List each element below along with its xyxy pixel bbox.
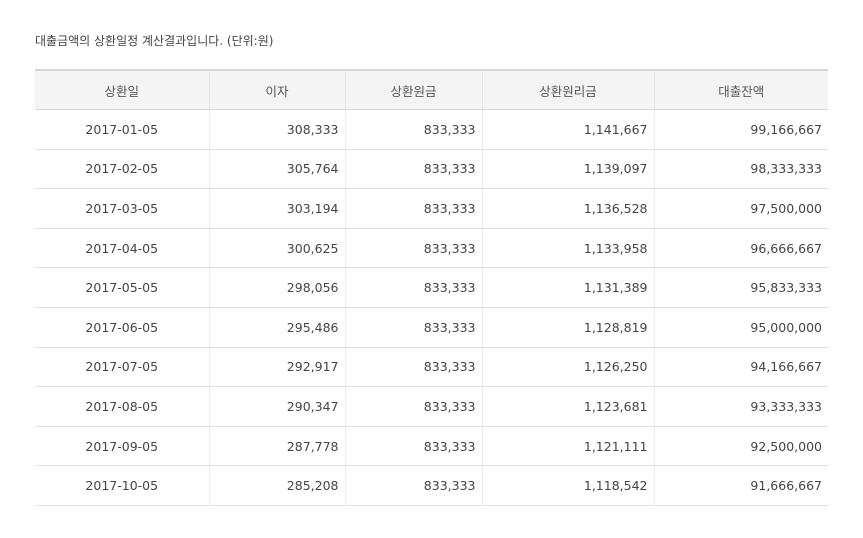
cell-date: 2017-10-05 — [35, 465, 209, 506]
cell-principal: 833,333 — [344, 307, 482, 348]
table-row: 2017-04-05 300,625 833,333 1,133,958 96,… — [35, 228, 828, 269]
cell-interest: 287,778 — [208, 426, 345, 467]
table-row: 2017-10-05 285,208 833,333 1,118,542 91,… — [35, 465, 828, 506]
cell-date: 2017-01-05 — [35, 109, 209, 150]
cell-principal: 833,333 — [344, 347, 482, 388]
table-row: 2017-05-05 298,056 833,333 1,131,389 95,… — [35, 267, 828, 308]
cell-payment: 1,128,819 — [481, 307, 654, 348]
cell-payment: 1,126,250 — [481, 347, 654, 388]
cell-principal: 833,333 — [344, 109, 482, 150]
cell-interest: 285,208 — [208, 465, 345, 506]
cell-interest: 295,486 — [208, 307, 345, 348]
cell-interest: 300,625 — [208, 228, 345, 269]
table-row: 2017-07-05 292,917 833,333 1,126,250 94,… — [35, 347, 828, 388]
cell-date: 2017-05-05 — [35, 267, 209, 308]
cell-payment: 1,118,542 — [481, 465, 654, 506]
cell-payment: 1,131,389 — [481, 267, 654, 308]
cell-interest: 298,056 — [208, 267, 345, 308]
table-row: 2017-02-05 305,764 833,333 1,139,097 98,… — [35, 149, 828, 190]
cell-balance: 91,666,667 — [653, 465, 828, 506]
table-row: 2017-09-05 287,778 833,333 1,121,111 92,… — [35, 426, 828, 467]
cell-balance: 96,666,667 — [653, 228, 828, 269]
cell-date: 2017-06-05 — [35, 307, 209, 348]
table-row: 2017-01-05 308,333 833,333 1,141,667 99,… — [35, 109, 828, 150]
cell-principal: 833,333 — [344, 149, 482, 190]
cell-date: 2017-03-05 — [35, 188, 209, 229]
cell-balance: 95,833,333 — [653, 267, 828, 308]
cell-balance: 94,166,667 — [653, 347, 828, 388]
cell-payment: 1,123,681 — [481, 386, 654, 427]
table-header-row: 상환일 이자 상환원금 상환원리금 대출잔액 — [35, 69, 828, 110]
cell-balance: 98,333,333 — [653, 149, 828, 190]
cell-date: 2017-08-05 — [35, 386, 209, 427]
table-row: 2017-06-05 295,486 833,333 1,128,819 95,… — [35, 307, 828, 348]
table-row: 2017-08-05 290,347 833,333 1,123,681 93,… — [35, 386, 828, 427]
cell-date: 2017-02-05 — [35, 149, 209, 190]
cell-balance: 93,333,333 — [653, 386, 828, 427]
header-loan-balance: 대출잔액 — [653, 69, 828, 110]
header-interest: 이자 — [208, 69, 345, 110]
cell-date: 2017-07-05 — [35, 347, 209, 388]
repayment-schedule-table: 상환일 이자 상환원금 상환원리금 대출잔액 2017-01-05 308,33… — [35, 69, 828, 506]
cell-balance: 97,500,000 — [653, 188, 828, 229]
cell-interest: 290,347 — [208, 386, 345, 427]
cell-balance: 99,166,667 — [653, 109, 828, 150]
header-principal: 상환원금 — [344, 69, 482, 110]
cell-balance: 92,500,000 — [653, 426, 828, 467]
cell-payment: 1,136,528 — [481, 188, 654, 229]
cell-principal: 833,333 — [344, 267, 482, 308]
header-principal-and-interest: 상환원리금 — [481, 69, 654, 110]
cell-payment: 1,121,111 — [481, 426, 654, 467]
cell-payment: 1,141,667 — [481, 109, 654, 150]
cell-interest: 303,194 — [208, 188, 345, 229]
cell-date: 2017-04-05 — [35, 228, 209, 269]
cell-principal: 833,333 — [344, 386, 482, 427]
table-row: 2017-03-05 303,194 833,333 1,136,528 97,… — [35, 188, 828, 229]
cell-interest: 292,917 — [208, 347, 345, 388]
cell-principal: 833,333 — [344, 228, 482, 269]
cell-balance: 95,000,000 — [653, 307, 828, 348]
cell-interest: 308,333 — [208, 109, 345, 150]
cell-interest: 305,764 — [208, 149, 345, 190]
cell-principal: 833,333 — [344, 426, 482, 467]
cell-payment: 1,133,958 — [481, 228, 654, 269]
header-repayment-date: 상환일 — [35, 69, 209, 110]
result-caption: 대출금액의 상환일정 계산결과입니다. (단위:원) — [35, 34, 274, 48]
cell-principal: 833,333 — [344, 188, 482, 229]
cell-date: 2017-09-05 — [35, 426, 209, 467]
cell-principal: 833,333 — [344, 465, 482, 506]
cell-payment: 1,139,097 — [481, 149, 654, 190]
